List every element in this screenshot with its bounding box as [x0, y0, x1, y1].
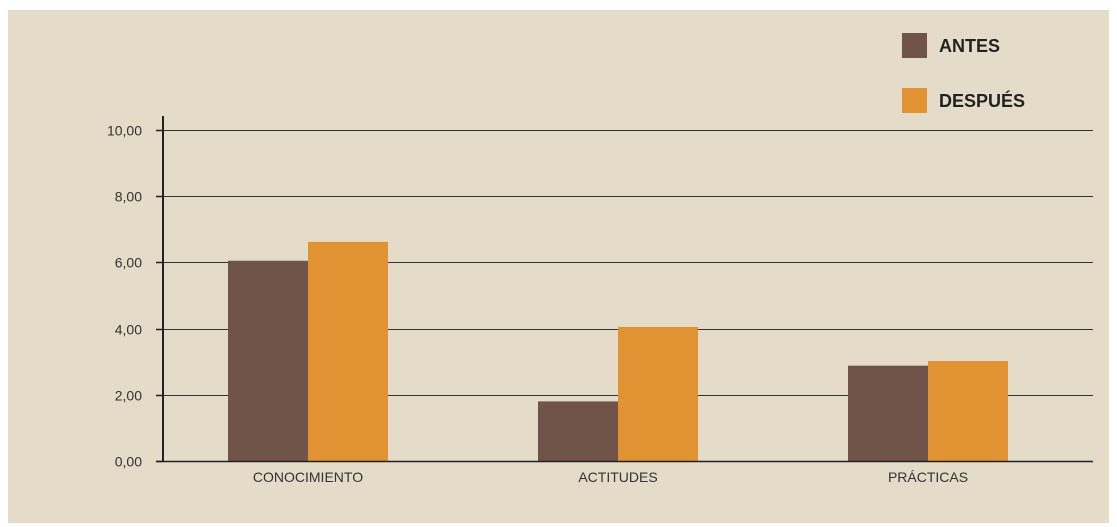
y-tick-label: 10,00	[107, 123, 142, 139]
legend: ANTES DESPUÉS	[902, 33, 1025, 113]
y-tick-label: 2,00	[115, 388, 142, 404]
legend-swatch-antes	[902, 33, 927, 58]
bar-antes-1	[228, 260, 308, 461]
x-category-label: PRÁCTICAS	[888, 469, 968, 485]
bar-después-2	[618, 326, 698, 461]
x-category-label: CONOCIMIENTO	[253, 469, 363, 485]
y-tick-label: 0,00	[115, 454, 142, 470]
axes	[156, 116, 1093, 463]
legend-swatch-después	[902, 88, 927, 113]
x-category-labels: CONOCIMIENTO ACTITUDES PRÁCTICAS	[253, 469, 968, 485]
legend-label-antes: ANTES	[939, 36, 1000, 56]
y-tick-label: 6,00	[115, 255, 142, 271]
bars	[228, 241, 1008, 461]
y-tick-label: 4,00	[115, 322, 142, 338]
x-category-label: ACTITUDES	[578, 469, 657, 485]
y-tick-label: 8,00	[115, 189, 142, 205]
bar-antes-3	[848, 365, 928, 461]
bar-después-1	[308, 241, 388, 461]
y-tick-labels: 0,00 2,00 4,00 6,00 8,00 10,00	[107, 123, 142, 470]
bar-antes-2	[538, 401, 618, 461]
bar-después-3	[928, 361, 1008, 461]
legend-label-después: DESPUÉS	[939, 90, 1025, 111]
